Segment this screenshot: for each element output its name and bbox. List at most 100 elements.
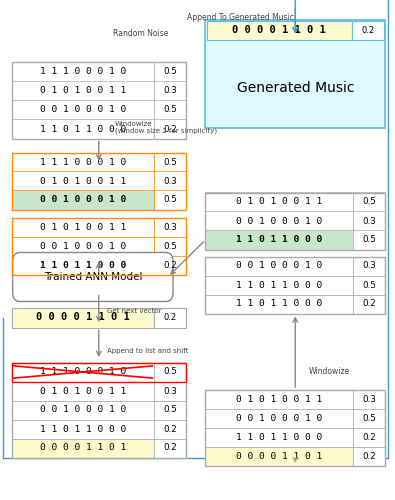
Bar [12, 100, 154, 119]
Bar [12, 308, 154, 328]
Text: 0 0 0 0 1 1 0 1: 0 0 0 0 1 1 0 1 [233, 26, 326, 36]
Bar [12, 256, 154, 274]
Text: 0.5: 0.5 [163, 196, 177, 204]
Text: Windowize: Windowize [309, 366, 350, 376]
Text: 1 1 0 1 1 0 0 0: 1 1 0 1 1 0 0 0 [236, 280, 322, 289]
FancyBboxPatch shape [13, 252, 173, 302]
Text: 0.2: 0.2 [362, 433, 376, 442]
Text: 0 0 1 0 0 0 1 0: 0 0 1 0 0 0 1 0 [236, 262, 322, 270]
Text: 0 0 1 0 0 0 1 0: 0 0 1 0 0 0 1 0 [236, 216, 322, 226]
Text: 1 1 0 1 1 0 0 0: 1 1 0 1 1 0 0 0 [236, 433, 322, 442]
Bar [12, 190, 154, 210]
Text: 0.2: 0.2 [163, 424, 177, 434]
Bar [154, 382, 186, 400]
Bar [353, 276, 385, 294]
Text: 0 1 0 1 0 0 1 1: 0 1 0 1 0 0 1 1 [236, 198, 322, 206]
Text: 0.5: 0.5 [163, 368, 177, 376]
Bar [205, 192, 353, 212]
Bar [12, 438, 154, 458]
Text: 0 0 0 0 1 1 0 1: 0 0 0 0 1 1 0 1 [40, 444, 126, 452]
Bar [353, 230, 385, 250]
Text: Windowize
(window size 2 for simplicity): Windowize (window size 2 for simplicity) [115, 120, 217, 134]
Bar [154, 62, 186, 82]
Bar [205, 447, 353, 466]
Text: 0 0 1 0 0 0 1 0: 0 0 1 0 0 0 1 0 [40, 196, 126, 204]
Bar [154, 152, 186, 172]
Text: 0.5: 0.5 [163, 68, 177, 76]
Bar [154, 190, 186, 210]
Bar [353, 409, 385, 428]
Text: 1 1 0 1 1 0 0 0: 1 1 0 1 1 0 0 0 [236, 300, 322, 308]
Text: 1 1 1 0 0 0 1 0: 1 1 1 0 0 0 1 0 [40, 368, 126, 376]
Bar [207, 21, 352, 40]
Text: 0.5: 0.5 [163, 106, 177, 114]
Text: 0.2: 0.2 [361, 26, 374, 35]
Text: 1 1 0 1 1 0 0 0: 1 1 0 1 1 0 0 0 [40, 260, 126, 270]
Text: 0.5: 0.5 [163, 158, 177, 166]
Bar [12, 62, 154, 82]
Bar [12, 420, 154, 438]
Text: 1 1 1 0 0 0 1 0: 1 1 1 0 0 0 1 0 [40, 68, 126, 76]
Text: Random Noise: Random Noise [113, 28, 168, 38]
Bar [353, 447, 385, 466]
Bar [154, 420, 186, 438]
Bar [353, 428, 385, 447]
Bar [12, 362, 186, 382]
Text: 0.3: 0.3 [163, 222, 177, 232]
Text: 1 1 0 1 1 0 0 0: 1 1 0 1 1 0 0 0 [40, 124, 126, 134]
Bar [12, 382, 154, 400]
Bar [12, 152, 186, 210]
Text: 0.3: 0.3 [362, 395, 376, 404]
Text: 0.2: 0.2 [163, 260, 177, 270]
Text: Append to list and shift: Append to list and shift [107, 348, 188, 354]
Text: 0 1 0 1 0 0 1 1: 0 1 0 1 0 0 1 1 [40, 222, 126, 232]
Bar [154, 438, 186, 458]
Bar [205, 390, 385, 466]
Text: 1 1 0 1 1 0 0 0: 1 1 0 1 1 0 0 0 [236, 236, 322, 244]
Text: 0 1 0 1 0 0 1 1: 0 1 0 1 0 0 1 1 [40, 86, 126, 96]
Bar [353, 212, 385, 231]
Text: 0 0 1 0 0 0 1 0: 0 0 1 0 0 0 1 0 [40, 406, 126, 414]
Text: Trained ANN Model: Trained ANN Model [43, 272, 142, 282]
Bar [154, 400, 186, 419]
Text: 0.3: 0.3 [362, 262, 376, 270]
Text: 0 1 0 1 0 0 1 1: 0 1 0 1 0 0 1 1 [236, 395, 322, 404]
Text: 0.2: 0.2 [163, 444, 177, 452]
Text: 0.5: 0.5 [163, 242, 177, 250]
Text: 0.2: 0.2 [362, 300, 376, 308]
Bar [353, 390, 385, 409]
Text: 0.3: 0.3 [362, 216, 376, 226]
Bar [205, 294, 353, 314]
Bar [154, 172, 186, 190]
Text: Generated Music: Generated Music [237, 80, 354, 94]
Text: 0 0 1 0 0 0 1 0: 0 0 1 0 0 0 1 0 [236, 414, 322, 423]
Text: 0.5: 0.5 [362, 414, 376, 423]
Bar [12, 362, 154, 382]
Bar [12, 218, 186, 274]
Text: 0.3: 0.3 [163, 176, 177, 186]
Text: Get next vector: Get next vector [107, 308, 161, 314]
Bar [205, 409, 353, 428]
Text: 0.5: 0.5 [362, 236, 376, 244]
Text: 0 0 1 0 0 0 1 0: 0 0 1 0 0 0 1 0 [40, 106, 126, 114]
Text: 0.2: 0.2 [163, 124, 177, 134]
Bar [154, 120, 186, 139]
Bar [12, 120, 154, 139]
Bar [353, 192, 385, 212]
Text: 0.5: 0.5 [163, 406, 177, 414]
Bar [154, 82, 186, 100]
Bar [12, 62, 186, 138]
Bar [154, 362, 186, 382]
Bar [12, 236, 154, 256]
Bar [12, 152, 154, 172]
Bar [353, 294, 385, 314]
Bar [12, 400, 154, 419]
Bar [154, 256, 186, 274]
Bar [205, 192, 385, 250]
Text: 1 1 1 0 0 0 1 0: 1 1 1 0 0 0 1 0 [40, 158, 126, 166]
Text: 0 1 0 1 0 0 1 1: 0 1 0 1 0 0 1 1 [40, 386, 126, 396]
Bar [12, 362, 186, 458]
Bar [205, 256, 353, 276]
Text: 0 0 1 0 0 0 1 0: 0 0 1 0 0 0 1 0 [40, 242, 126, 250]
Text: 0.3: 0.3 [163, 86, 177, 96]
